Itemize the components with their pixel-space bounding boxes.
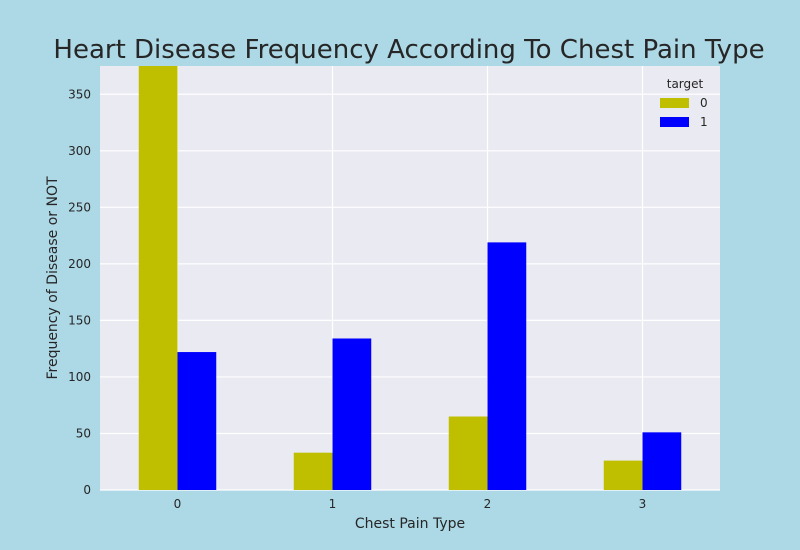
- y-axis-ticks: 0 50 100 150 200 250 300 350: [68, 87, 91, 497]
- legend-label: 1: [700, 115, 708, 129]
- x-tick-label: 1: [329, 497, 337, 511]
- y-tick-label: 200: [68, 257, 91, 271]
- bar-target-1: [332, 338, 372, 490]
- bar-target-0: [293, 452, 333, 490]
- y-tick-label: 100: [68, 370, 91, 384]
- x-tick-label: 3: [639, 497, 647, 511]
- chart-title: Heart Disease Frequency According To Che…: [53, 35, 764, 65]
- y-tick-label: 150: [68, 313, 91, 327]
- x-axis-ticks: 0 1 2 3: [174, 497, 647, 511]
- bar-target-0: [138, 66, 178, 490]
- y-tick-label: 300: [68, 144, 91, 158]
- y-axis-label: Frequency of Disease or NOT: [45, 176, 61, 379]
- x-tick-label: 2: [484, 497, 492, 511]
- bar-target-0: [448, 416, 488, 490]
- y-tick-label: 50: [76, 426, 91, 440]
- bar-target-1: [487, 242, 527, 490]
- x-axis-label: Chest Pain Type: [355, 516, 465, 532]
- legend-swatch: [660, 117, 689, 127]
- y-tick-label: 0: [83, 483, 91, 497]
- y-tick-label: 350: [68, 87, 91, 101]
- x-tick-label: 0: [174, 497, 182, 511]
- legend-title: target: [667, 77, 704, 91]
- bars: [138, 66, 682, 490]
- legend: target 0 1: [660, 77, 708, 129]
- y-tick-label: 250: [68, 200, 91, 214]
- bar-target-1: [642, 432, 682, 490]
- bar-target-1: [177, 352, 217, 490]
- legend-swatch: [660, 98, 689, 108]
- bar-target-0: [603, 460, 643, 490]
- legend-label: 0: [700, 96, 708, 110]
